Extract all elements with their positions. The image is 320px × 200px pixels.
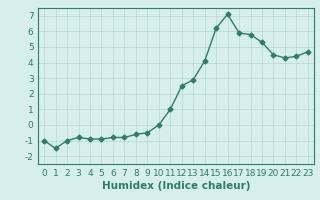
- X-axis label: Humidex (Indice chaleur): Humidex (Indice chaleur): [102, 181, 250, 191]
